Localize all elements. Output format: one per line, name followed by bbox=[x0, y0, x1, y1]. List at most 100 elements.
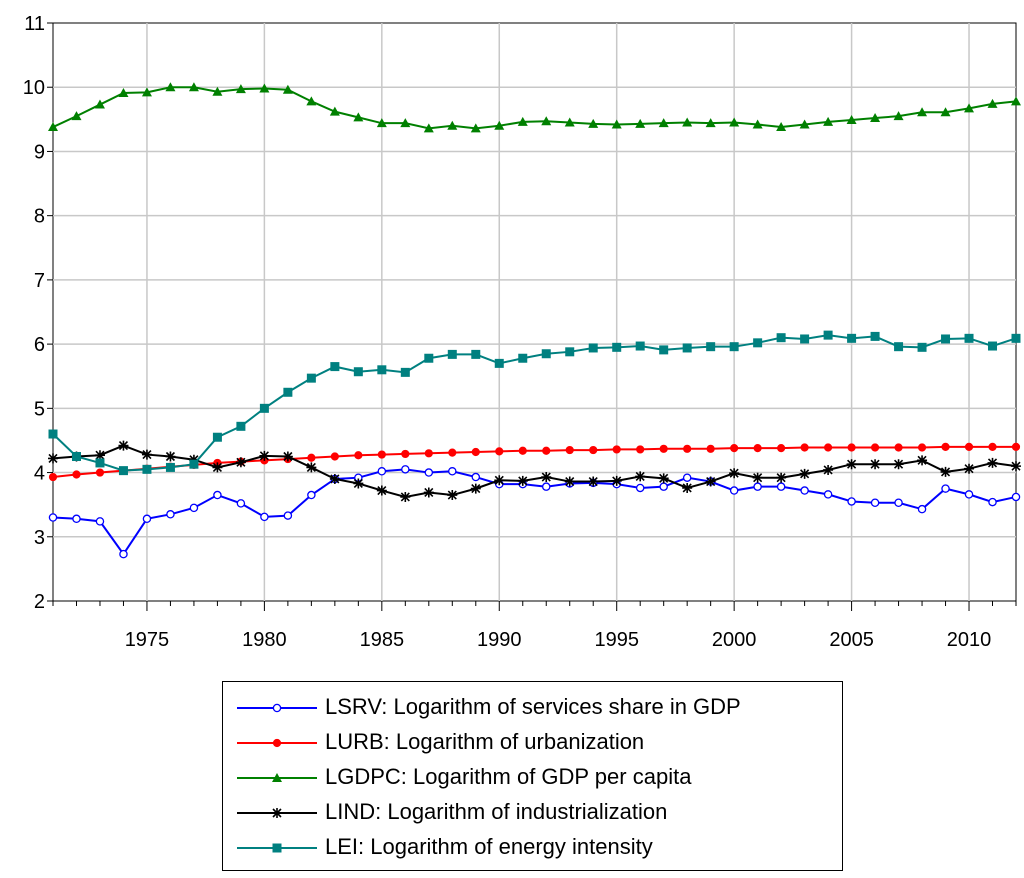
data-point bbox=[917, 443, 927, 452]
data-point bbox=[119, 549, 128, 559]
data-point bbox=[964, 463, 975, 474]
data-point bbox=[682, 473, 692, 482]
data-point bbox=[894, 443, 903, 452]
data-point bbox=[846, 114, 857, 124]
data-point bbox=[141, 87, 152, 97]
legend: LSRV: Logarithm of services share in GDP… bbox=[222, 681, 843, 871]
data-point bbox=[72, 514, 81, 524]
data-point bbox=[659, 345, 669, 355]
data-point bbox=[377, 450, 386, 459]
data-point bbox=[188, 82, 199, 92]
data-point bbox=[542, 446, 551, 455]
data-point bbox=[940, 466, 951, 477]
data-point bbox=[447, 490, 458, 501]
data-point bbox=[823, 490, 833, 499]
data-point bbox=[800, 443, 809, 452]
data-point bbox=[471, 472, 481, 482]
data-point bbox=[235, 457, 246, 468]
data-point bbox=[988, 442, 997, 451]
legend-label: LIND: Logarithm of industrialization bbox=[325, 799, 668, 824]
data-point bbox=[376, 485, 387, 496]
data-point bbox=[705, 476, 716, 487]
data-point bbox=[917, 107, 928, 117]
data-point bbox=[847, 443, 856, 452]
data-point bbox=[212, 86, 223, 96]
data-point bbox=[823, 116, 834, 126]
data-point bbox=[870, 443, 880, 452]
data-point bbox=[447, 120, 458, 130]
data-point bbox=[635, 471, 646, 482]
y-tick-label: 2 bbox=[34, 591, 45, 613]
data-point bbox=[847, 497, 856, 506]
data-point bbox=[48, 472, 58, 482]
data-point bbox=[494, 358, 504, 368]
data-point bbox=[823, 464, 834, 475]
data-point bbox=[377, 365, 387, 375]
data-point bbox=[1011, 461, 1021, 472]
data-point bbox=[823, 443, 833, 452]
data-point bbox=[95, 458, 105, 468]
data-point bbox=[401, 465, 410, 474]
data-point bbox=[282, 451, 293, 462]
x-tick-label: 1985 bbox=[360, 629, 405, 651]
data-point bbox=[682, 343, 692, 353]
data-point bbox=[329, 473, 340, 484]
y-tick-label: 4 bbox=[34, 463, 45, 485]
data-point bbox=[282, 84, 293, 94]
data-point bbox=[118, 88, 129, 98]
data-point bbox=[1011, 96, 1021, 106]
data-point bbox=[541, 472, 552, 483]
legend-swatch bbox=[237, 703, 317, 713]
data-point bbox=[917, 455, 928, 466]
data-point bbox=[870, 459, 881, 470]
legend-item: LURB: Logarithm of urbanization bbox=[223, 725, 842, 761]
data-point bbox=[424, 353, 434, 363]
data-point bbox=[729, 117, 740, 127]
y-tick-label: 8 bbox=[34, 206, 45, 228]
data-point bbox=[564, 117, 575, 127]
legend-marker bbox=[272, 773, 282, 782]
data-point bbox=[776, 122, 787, 132]
data-point bbox=[541, 349, 551, 359]
y-tick-label: 7 bbox=[34, 270, 45, 292]
y-tick-label: 9 bbox=[34, 141, 45, 163]
data-point bbox=[141, 449, 152, 460]
data-point bbox=[753, 444, 762, 453]
data-point bbox=[494, 475, 505, 486]
x-tick-label: 2005 bbox=[829, 629, 874, 651]
data-point bbox=[212, 462, 223, 473]
data-point bbox=[565, 347, 575, 357]
data-point bbox=[329, 106, 340, 116]
plot-area bbox=[52, 22, 1017, 602]
legend-swatch bbox=[237, 738, 317, 748]
legend-swatch bbox=[237, 808, 317, 818]
data-point bbox=[964, 103, 975, 113]
data-point bbox=[94, 99, 105, 109]
data-point bbox=[354, 451, 363, 460]
legend-label: LSRV: Logarithm of services share in GDP bbox=[325, 694, 741, 719]
data-point bbox=[48, 453, 58, 464]
data-point bbox=[1011, 492, 1021, 502]
data-point bbox=[118, 440, 129, 451]
data-point bbox=[353, 367, 363, 377]
legend-item: LGDPC: Logarithm of GDP per capita bbox=[223, 760, 842, 796]
data-point bbox=[800, 486, 809, 495]
data-point bbox=[541, 116, 552, 126]
data-point bbox=[377, 467, 387, 476]
legend-swatch bbox=[237, 843, 317, 853]
data-point bbox=[658, 473, 669, 484]
data-point bbox=[142, 514, 152, 524]
data-point bbox=[470, 123, 481, 133]
data-point bbox=[259, 83, 270, 93]
series-2 bbox=[48, 82, 1021, 133]
series-line bbox=[52, 86, 1017, 130]
x-tick-label: 2000 bbox=[712, 629, 757, 651]
data-point bbox=[471, 447, 480, 457]
data-point bbox=[518, 446, 527, 455]
data-point bbox=[517, 116, 528, 126]
data-point bbox=[964, 442, 974, 451]
data-point bbox=[800, 334, 810, 344]
data-point bbox=[635, 341, 645, 351]
data-point bbox=[847, 333, 857, 343]
data-point bbox=[448, 467, 457, 476]
